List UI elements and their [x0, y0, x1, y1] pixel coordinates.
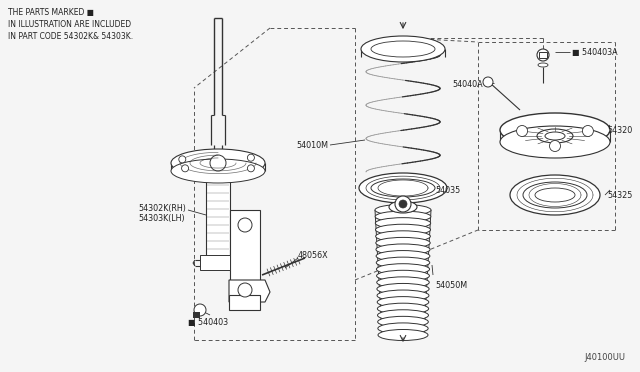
Text: ■ 540403A: ■ 540403A	[572, 48, 618, 57]
Text: 54035: 54035	[435, 186, 460, 195]
Ellipse shape	[378, 303, 429, 314]
Ellipse shape	[545, 132, 565, 140]
Polygon shape	[229, 295, 260, 310]
Circle shape	[399, 200, 407, 208]
Polygon shape	[229, 280, 270, 302]
Circle shape	[238, 218, 252, 232]
Text: 54040A: 54040A	[452, 80, 483, 89]
Polygon shape	[200, 255, 230, 270]
Ellipse shape	[371, 41, 435, 57]
Ellipse shape	[171, 149, 265, 177]
Circle shape	[179, 156, 186, 163]
Circle shape	[248, 165, 255, 172]
Ellipse shape	[375, 218, 431, 229]
Text: 54303K(LH): 54303K(LH)	[138, 214, 184, 222]
Ellipse shape	[361, 36, 445, 62]
Ellipse shape	[359, 173, 447, 203]
Text: THE PARTS MARKED ■
IN ILLUSTRATION ARE INCLUDED
IN PART CODE 54302K& 54303K.: THE PARTS MARKED ■ IN ILLUSTRATION ARE I…	[8, 8, 133, 41]
Ellipse shape	[377, 277, 429, 288]
Circle shape	[516, 125, 527, 137]
Ellipse shape	[375, 205, 431, 215]
Circle shape	[194, 304, 206, 316]
Text: 54325: 54325	[607, 190, 632, 199]
Ellipse shape	[377, 290, 429, 301]
Ellipse shape	[378, 330, 428, 340]
Circle shape	[395, 196, 411, 212]
Ellipse shape	[378, 310, 428, 321]
Circle shape	[182, 165, 189, 172]
Ellipse shape	[378, 323, 428, 334]
Ellipse shape	[376, 231, 430, 242]
Ellipse shape	[171, 159, 265, 183]
Circle shape	[483, 77, 493, 87]
Ellipse shape	[375, 211, 431, 222]
Text: 54050M: 54050M	[435, 280, 467, 289]
Bar	[193, 312, 200, 318]
Ellipse shape	[377, 296, 429, 308]
Text: 54320: 54320	[607, 125, 632, 135]
Text: 54302K(RH): 54302K(RH)	[138, 203, 186, 212]
Circle shape	[550, 141, 561, 151]
Ellipse shape	[378, 316, 428, 327]
Polygon shape	[230, 210, 260, 302]
Ellipse shape	[523, 182, 587, 208]
Circle shape	[582, 125, 593, 137]
Circle shape	[248, 154, 255, 161]
Ellipse shape	[376, 244, 430, 255]
Ellipse shape	[537, 129, 573, 143]
Bar	[539, 52, 547, 58]
Ellipse shape	[376, 264, 429, 275]
Bar	[206, 178, 230, 268]
Ellipse shape	[500, 126, 610, 158]
Text: 54010M: 54010M	[296, 141, 328, 150]
Ellipse shape	[535, 188, 575, 202]
Ellipse shape	[389, 201, 417, 213]
Text: ■ 540403: ■ 540403	[188, 318, 228, 327]
Ellipse shape	[510, 175, 600, 215]
Ellipse shape	[376, 257, 429, 268]
Ellipse shape	[376, 237, 430, 248]
Ellipse shape	[538, 63, 548, 67]
Ellipse shape	[371, 179, 435, 197]
Ellipse shape	[500, 113, 610, 147]
Ellipse shape	[376, 224, 431, 235]
Ellipse shape	[377, 283, 429, 295]
Ellipse shape	[376, 270, 429, 281]
Text: J40100UU: J40100UU	[584, 353, 625, 362]
Text: 48056X: 48056X	[298, 250, 328, 260]
Circle shape	[238, 283, 252, 297]
Circle shape	[537, 49, 549, 61]
Circle shape	[210, 155, 226, 171]
Ellipse shape	[376, 251, 430, 262]
